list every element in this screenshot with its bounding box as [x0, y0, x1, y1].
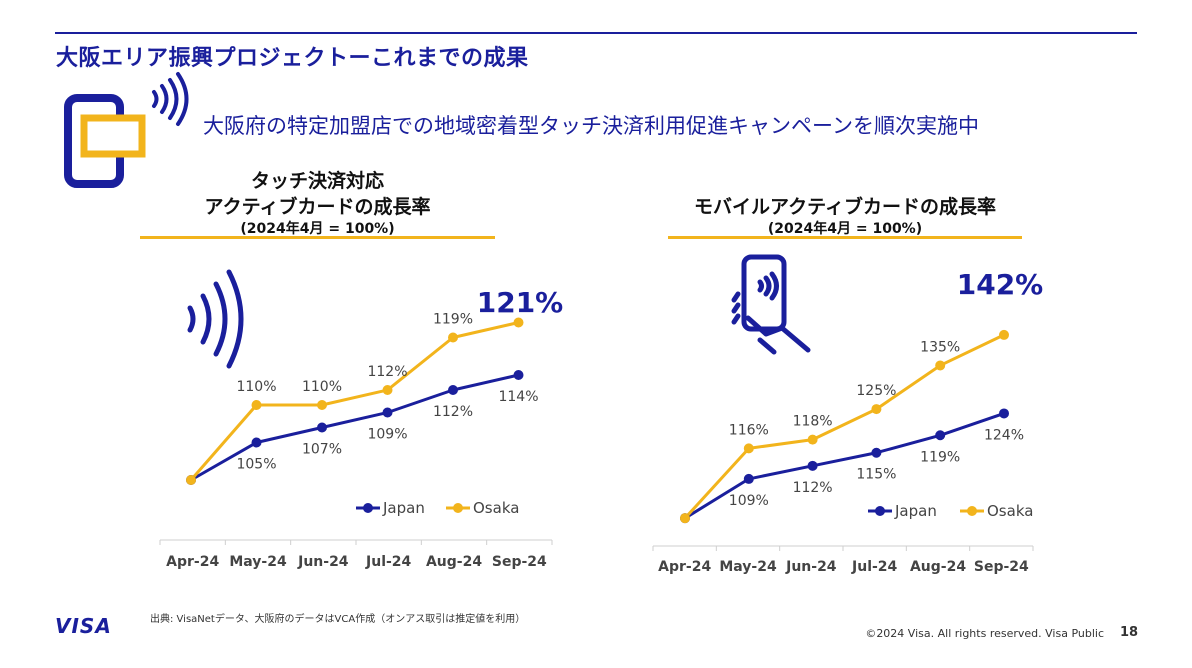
- chart1-japan-data-label: 114%: [498, 389, 538, 405]
- chart1-osaka-point: [382, 385, 393, 395]
- chart1-title-line2: アクティブカードの成長率: [204, 196, 431, 218]
- chart2-japan-point: [743, 473, 754, 484]
- visa-logo: VISA: [55, 614, 112, 638]
- chart1-legend-marker-osaka: [453, 503, 463, 513]
- chart1-x-tick-label: Apr-24: [166, 554, 219, 570]
- chart2-osaka-data-label: 116%: [729, 422, 769, 438]
- chart2-osaka-point: [999, 329, 1009, 340]
- chart1-title-line1: タッチ決済対応: [250, 170, 384, 192]
- chart2-subtitle: (2024年4月 = 100%): [767, 221, 923, 237]
- chart2-title-line2: モバイルアクティブカードの成長率: [694, 196, 996, 218]
- chart1-japan-point: [251, 437, 262, 448]
- chart2-osaka-point: [807, 434, 818, 445]
- chart2-legend-label-osaka: Osaka: [987, 502, 1033, 520]
- chart1-x-tick-label: Jul-24: [365, 554, 412, 570]
- chart1-osaka-point: [317, 400, 327, 410]
- chart1-osaka-point: [448, 332, 458, 343]
- chart1-x-tick-label: Sep-24: [492, 554, 547, 570]
- top-rule: [55, 32, 1137, 34]
- chart2-legend-marker-japan: [875, 506, 885, 516]
- chart1-rule: [140, 236, 495, 239]
- chart2-japan-point: [999, 408, 1009, 419]
- page-subtitle: 大阪府の特定加盟店での地域密着型タッチ決済利用促進キャンペーンを順次実施中: [203, 114, 979, 138]
- chart1-subtitle: (2024年4月 = 100%): [240, 221, 395, 237]
- chart1-japan-data-label: 109%: [367, 427, 407, 443]
- chart1-japan-point: [382, 407, 393, 418]
- chart1-japan-data-label: 107%: [302, 442, 342, 458]
- chart1-osaka-line: [189, 321, 519, 481]
- chart2-osaka-point: [935, 360, 946, 371]
- chart1-japan-point: [317, 422, 327, 433]
- chart1-japan-point: [513, 370, 524, 380]
- chart1-osaka-data-label: 112%: [367, 364, 407, 380]
- chart1-osaka-data-label: 110%: [302, 379, 342, 395]
- chart2-japan-data-label: 119%: [920, 449, 960, 465]
- chart2-japan-data-label: 112%: [793, 480, 833, 496]
- chart1-osaka-point: [186, 475, 196, 485]
- chart2-osaka-point: [871, 404, 882, 415]
- chart2-osaka-line: [683, 333, 1005, 520]
- chart1-osaka-point: [513, 317, 524, 328]
- chart2-title: モバイルアクティブカードの成長率 (2024年4月 = 100%): [640, 194, 1050, 238]
- chart2-osaka-point: [743, 443, 754, 454]
- page-number: 18: [1120, 625, 1139, 640]
- chart1-legend-label-osaka: Osaka: [473, 499, 519, 517]
- chart2-x-tick-label: Apr-24: [658, 559, 711, 575]
- chart1-japan-data-label: 112%: [433, 404, 473, 420]
- chart1-osaka-data-label: 110%: [236, 379, 276, 395]
- chart2-legend-label-japan: Japan: [894, 502, 937, 520]
- chart2-x-tick-label: Jul-24: [851, 559, 898, 575]
- chart2-rule: [668, 236, 1022, 239]
- chart2-japan-line: [684, 412, 1005, 520]
- chart1-title: タッチ決済対応 アクティブカードの成長率 (2024年4月 = 100%): [140, 168, 495, 238]
- chart1-japan-point: [448, 385, 458, 395]
- chart1-japan-line: [190, 373, 519, 482]
- chart1-legend-label-japan: Japan: [382, 499, 425, 517]
- chart2-x-tick-label: Aug-24: [910, 559, 966, 575]
- copyright: ©2024 Visa. All rights reserved. Visa Pu…: [865, 627, 1104, 640]
- chart1-japan-data-label: 105%: [236, 457, 276, 473]
- chart2-japan-point: [935, 430, 946, 441]
- chart1-x-tick-label: Aug-24: [426, 554, 482, 570]
- chart1-legend-marker-japan: [363, 503, 373, 513]
- chart1-x-tick-label: Jun-24: [297, 554, 349, 570]
- chart2-japan-data-label: 109%: [729, 493, 769, 509]
- chart2-x-tick-label: May-24: [719, 559, 777, 575]
- chart2-japan-data-label: 124%: [984, 427, 1024, 443]
- chart2-osaka-data-label: 125%: [856, 383, 896, 399]
- chart2-japan-data-label: 115%: [856, 467, 896, 483]
- chart2-x-tick-label: Sep-24: [974, 559, 1029, 575]
- chart2-legend-marker-osaka: [967, 506, 977, 516]
- chart1-x-tick-label: May-24: [229, 554, 287, 570]
- chart1-osaka-data-label: 119%: [433, 312, 473, 328]
- chart2-japan-point: [807, 460, 818, 471]
- chart2-x-tick-label: Jun-24: [785, 559, 837, 575]
- chart1-highlight-value: 121%: [477, 286, 564, 319]
- chart2-osaka-data-label: 135%: [920, 339, 960, 355]
- page-title: 大阪エリア振興プロジェクトーこれまでの成果: [56, 46, 529, 71]
- chart2-japan-point: [871, 447, 882, 458]
- chart2-highlight-value: 142%: [957, 268, 1044, 301]
- source-note: 出典: VisaNetデータ、大阪府のデータはVCA作成（オンアス取引は推定値を…: [150, 614, 526, 625]
- chart2-osaka-point: [680, 513, 690, 524]
- chart1-osaka-point: [251, 400, 262, 410]
- chart2-osaka-data-label: 118%: [793, 414, 833, 430]
